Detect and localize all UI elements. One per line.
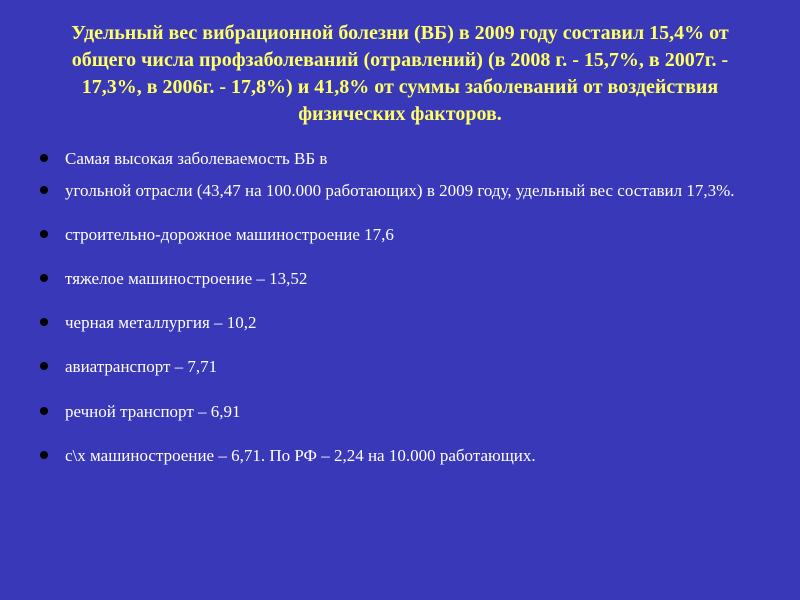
list-item: Самая высокая заболеваемость ВБ в [65, 148, 760, 170]
list-item: с\х машиностроение – 6,71. По РФ – 2,24 … [65, 445, 760, 467]
slide-title: Удельный вес вибрационной болезни (ВБ) в… [40, 20, 760, 128]
list-item: авиатранспорт – 7,71 [65, 356, 760, 378]
list-item: угольной отрасли (43,47 на 100.000 работ… [65, 180, 760, 202]
bullet-list: Самая высокая заболеваемость ВБ в угольн… [40, 148, 760, 467]
list-item: тяжелое машиностроение – 13,52 [65, 268, 760, 290]
list-item: черная металлургия – 10,2 [65, 312, 760, 334]
list-item: строительно-дорожное машиностроение 17,6 [65, 224, 760, 246]
list-item: речной транспорт – 6,91 [65, 401, 760, 423]
